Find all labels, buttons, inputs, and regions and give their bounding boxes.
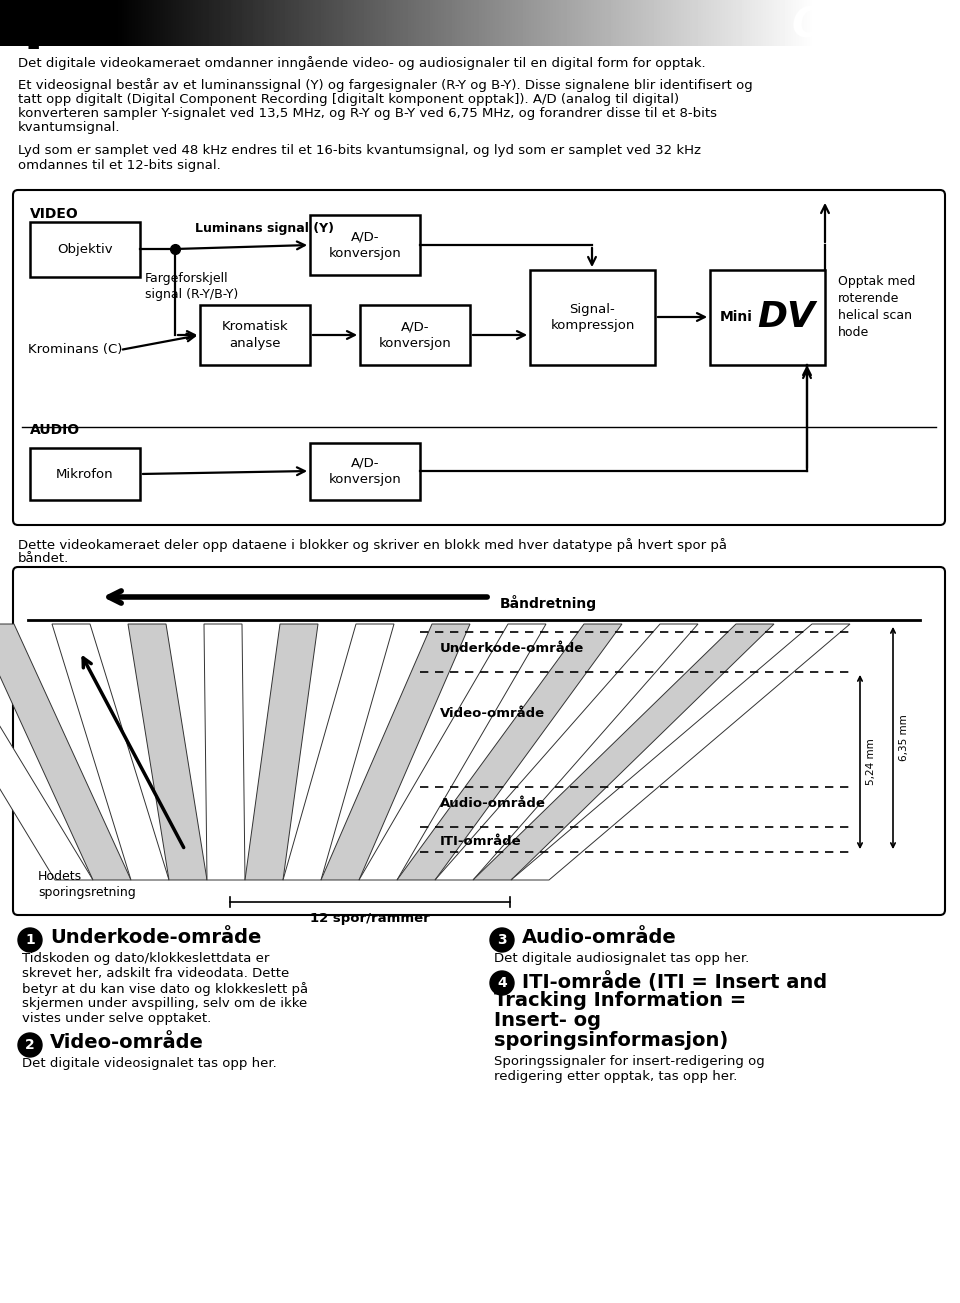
Text: Kromatisk
analyse: Kromatisk analyse <box>222 321 288 351</box>
Polygon shape <box>204 624 245 880</box>
Polygon shape <box>52 624 169 880</box>
Text: Krominans (C): Krominans (C) <box>28 344 122 357</box>
Text: Lyd som er samplet ved 48 kHz endres til et 16-bits kvantumsignal, og lyd som er: Lyd som er samplet ved 48 kHz endres til… <box>18 145 701 156</box>
Polygon shape <box>359 624 546 880</box>
Polygon shape <box>245 624 318 880</box>
Bar <box>530 270 655 365</box>
FancyBboxPatch shape <box>13 567 945 915</box>
Polygon shape <box>283 624 394 880</box>
Circle shape <box>490 971 514 995</box>
Text: Insert- og: Insert- og <box>494 1011 601 1029</box>
Text: Video-område: Video-område <box>440 708 545 721</box>
Text: Hodets
sporingsretning: Hodets sporingsretning <box>38 870 135 899</box>
Text: ITI-område (ITI = Insert and: ITI-område (ITI = Insert and <box>522 971 828 992</box>
Text: Audio-område: Audio-område <box>440 797 546 810</box>
Circle shape <box>18 928 42 952</box>
Bar <box>310 443 420 500</box>
Text: vistes under selve opptaket.: vistes under selve opptaket. <box>22 1012 211 1025</box>
Text: Dette videokameraet deler opp dataene i blokker og skriver en blokk med hver dat: Dette videokameraet deler opp dataene i … <box>18 538 727 552</box>
Text: Det digitale videokameraet omdanner inngående video- og audiosignaler til en dig: Det digitale videokameraet omdanner inng… <box>18 56 706 70</box>
Text: Tracking Information =: Tracking Information = <box>494 992 746 1010</box>
Text: sporingsinformasjon): sporingsinformasjon) <box>494 1031 729 1050</box>
Text: Underkode-område: Underkode-område <box>50 928 261 947</box>
FancyBboxPatch shape <box>13 190 945 525</box>
Text: Fargeforskjell
signal (R-Y/B-Y): Fargeforskjell signal (R-Y/B-Y) <box>145 272 238 301</box>
Text: redigering etter opptak, tas opp her.: redigering etter opptak, tas opp her. <box>494 1070 737 1083</box>
Text: Opptak med
roterende
helical scan
hode: Opptak med roterende helical scan hode <box>838 275 916 339</box>
Polygon shape <box>128 624 207 880</box>
Text: kvantumsignal.: kvantumsignal. <box>18 121 121 134</box>
Text: Sporingssignaler for insert-redigering og: Sporingssignaler for insert-redigering o… <box>494 1055 765 1068</box>
Bar <box>30 448 140 500</box>
Text: NO: NO <box>46 30 74 48</box>
Text: 2: 2 <box>25 1038 35 1052</box>
Text: Det digitale audiosignalet tas opp her.: Det digitale audiosignalet tas opp her. <box>494 952 749 966</box>
Text: omdannes til et 12-bits signal.: omdannes til et 12-bits signal. <box>18 159 221 172</box>
Text: Audio-område: Audio-område <box>522 928 677 947</box>
Text: Video-område: Video-område <box>50 1033 204 1052</box>
Text: 4: 4 <box>497 976 507 990</box>
Text: Mikrofon: Mikrofon <box>57 468 114 481</box>
Text: Et videosignal består av et luminanssignal (Y) og fargesignaler (R-Y og B-Y). Di: Et videosignal består av et luminanssign… <box>18 78 753 93</box>
Text: VIDEO: VIDEO <box>30 207 79 222</box>
Text: skrevet her, adskilt fra videodata. Dette: skrevet her, adskilt fra videodata. Dett… <box>22 967 289 980</box>
Bar <box>710 270 825 365</box>
Circle shape <box>18 1033 42 1057</box>
Text: Tidskoden og dato/klokkeslettdata er: Tidskoden og dato/klokkeslettdata er <box>22 952 270 966</box>
Polygon shape <box>0 624 131 880</box>
Text: 1: 1 <box>25 933 35 947</box>
Circle shape <box>490 928 514 952</box>
Bar <box>310 215 420 275</box>
Polygon shape <box>397 624 622 880</box>
Text: skjermen under avspilling, selv om de ikke: skjermen under avspilling, selv om de ik… <box>22 997 307 1010</box>
Text: båndet.: båndet. <box>18 552 69 566</box>
Text: A/D-
konversjon: A/D- konversjon <box>328 231 401 261</box>
Polygon shape <box>511 624 850 880</box>
Text: Mini: Mini <box>720 310 753 324</box>
Text: Objektiv: Objektiv <box>58 242 113 255</box>
Bar <box>200 305 310 365</box>
Text: Det digitale videosignalet tas opp her.: Det digitale videosignalet tas opp her. <box>22 1057 276 1070</box>
Text: tatt opp digitalt (Digital Component Recording [digitalt komponent opptak]). A/D: tatt opp digitalt (Digital Component Rec… <box>18 93 679 106</box>
Polygon shape <box>435 624 698 880</box>
Text: Signal-
kompressjon: Signal- kompressjon <box>550 302 635 332</box>
Text: betyr at du kan vise dato og klokkeslett på: betyr at du kan vise dato og klokkeslett… <box>22 982 308 995</box>
Polygon shape <box>473 624 774 880</box>
Bar <box>30 222 140 278</box>
Text: OM DV: OM DV <box>792 5 950 47</box>
Text: 3: 3 <box>497 933 507 947</box>
Text: ITI-område: ITI-område <box>440 835 521 848</box>
Text: A/D-
konversjon: A/D- konversjon <box>378 321 451 351</box>
Polygon shape <box>321 624 470 880</box>
Text: 6,35 mm: 6,35 mm <box>899 714 909 761</box>
Text: Luminans signal (Y): Luminans signal (Y) <box>195 222 334 235</box>
Text: Båndretning: Båndretning <box>500 595 597 611</box>
Text: DV: DV <box>757 300 815 334</box>
Text: 4: 4 <box>6 4 47 61</box>
Text: Underkode-område: Underkode-område <box>440 642 585 655</box>
Text: AUDIO: AUDIO <box>30 423 80 437</box>
Text: A/D-
konversjon: A/D- konversjon <box>328 456 401 486</box>
Polygon shape <box>0 624 93 880</box>
Text: konverteren sampler Y-signalet ved 13,5 MHz, og R-Y og B-Y ved 6,75 MHz, og fora: konverteren sampler Y-signalet ved 13,5 … <box>18 107 717 120</box>
Text: 5,24 mm: 5,24 mm <box>866 739 876 786</box>
Text: 12 spor/rammer: 12 spor/rammer <box>310 912 430 925</box>
Bar <box>360 305 470 365</box>
